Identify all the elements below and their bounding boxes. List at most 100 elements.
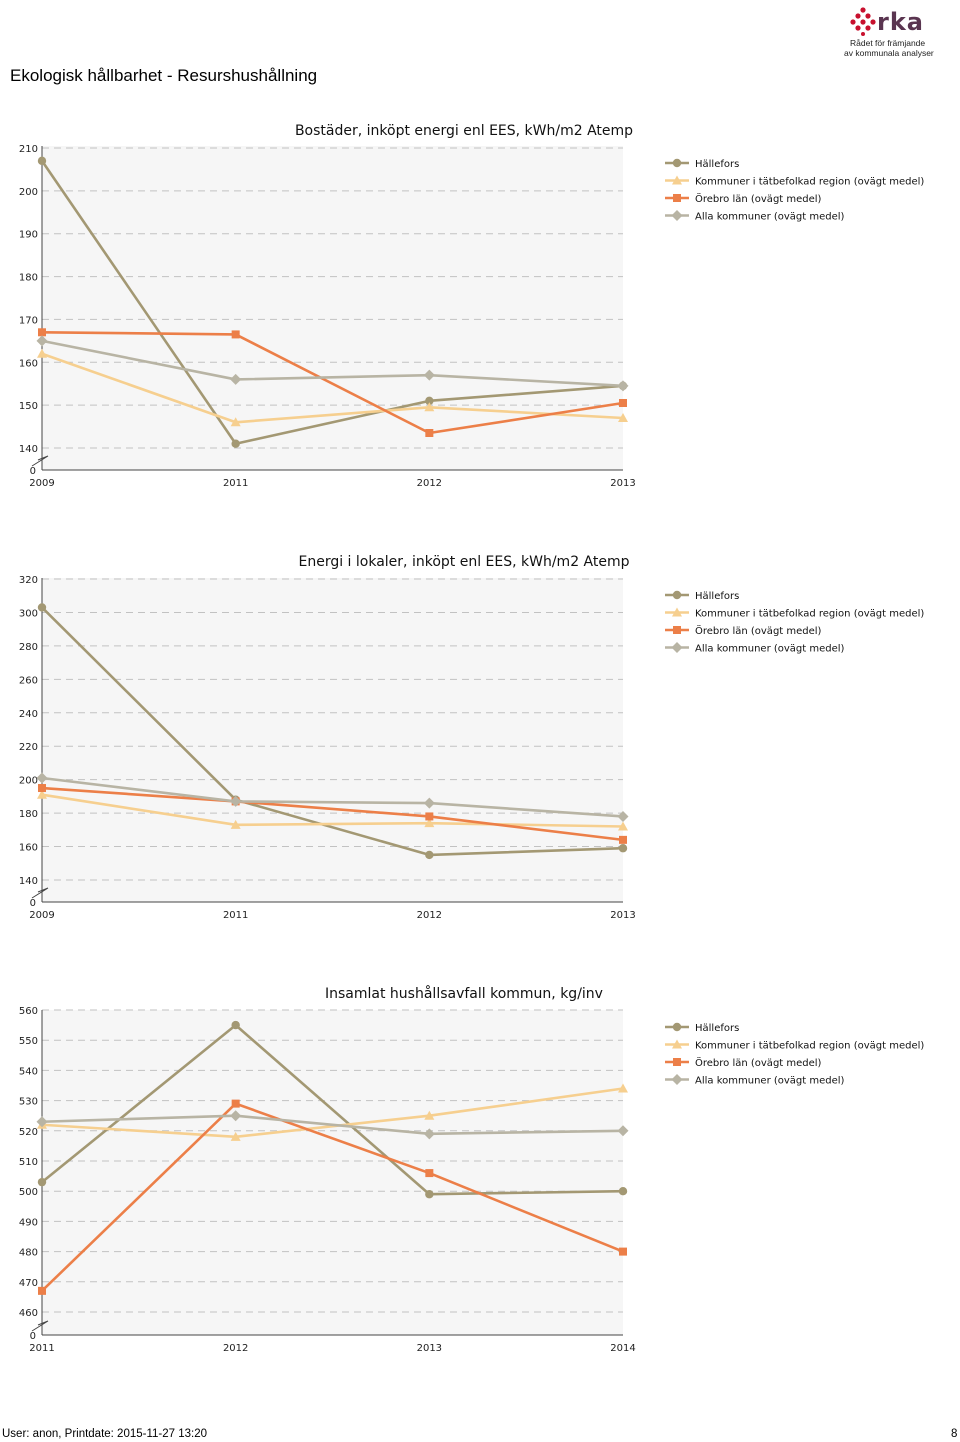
y-tick-label: 150 [19, 401, 38, 412]
x-tick-label: 2011 [29, 1343, 54, 1354]
chart-legend: Hällefors Kommuner i tätbefolkad region (… [665, 1022, 924, 1087]
y-tick-label: 190 [19, 230, 38, 241]
y-tick-label: 530 [19, 1097, 38, 1108]
series-hallefors [37, 603, 628, 860]
legend-label-tatbefolkad-region: Kommuner i tätbefolkad region (ovägt med… [695, 609, 924, 620]
data-point-hallefors [231, 1020, 240, 1030]
data-point-tatbefolkad-region [37, 789, 47, 799]
y-tick-label: 300 [19, 608, 38, 619]
data-point-hallefors [425, 850, 434, 860]
data-point-tatbefolkad-region [424, 1110, 435, 1120]
y-tick-label: 170 [19, 315, 38, 326]
data-point-tatbefolkad-region [37, 348, 47, 358]
data-point-alla-kommuner [423, 369, 435, 381]
data-point-alla-kommuner [423, 1128, 435, 1140]
series-hallefors [37, 1020, 628, 1199]
data-point-alla-kommuner [230, 795, 242, 807]
series-line-hallefors [41, 1023, 624, 1196]
data-point-orebro-lan [619, 1247, 627, 1256]
legend-marker-orebro-lan [673, 626, 681, 634]
data-point-orebro-lan [425, 1169, 434, 1178]
data-point-orebro-lan [231, 330, 240, 339]
y-tick-label: 550 [19, 1036, 38, 1047]
chart-title: Bostäder, inköpt energi enl EES, kWh/m2 … [295, 123, 633, 139]
series-line-tatbefolkad-region [41, 352, 624, 424]
legend-label-hallefors: Hällefors [695, 591, 739, 602]
y-tick-label: 200 [19, 776, 38, 787]
footer-page-number: 8 [951, 1428, 958, 1440]
plot-area [42, 578, 623, 902]
legend-marker-tatbefolkad-region [672, 607, 682, 617]
data-point-hallefors [37, 603, 47, 612]
series-tatbefolkad-region [37, 789, 628, 831]
series-line-orebro-lan [41, 330, 624, 435]
series-orebro-lan [38, 1099, 627, 1295]
data-point-alla-kommuner [617, 380, 629, 392]
logo-tagline-2: av kommunala analyser [844, 48, 934, 58]
axis-break-icon [31, 455, 49, 467]
series-alla-kommuner [36, 335, 629, 392]
data-point-alla-kommuner [230, 373, 242, 385]
page-title: Ekologisk hållbarhet - Resurshushållning [10, 66, 318, 85]
data-point-orebro-lan [38, 1286, 46, 1295]
legend-label-alla-kommuner: Alla kommuner (ovägt medel) [695, 212, 845, 223]
y-tick-label: 140 [19, 876, 38, 887]
y-tick-label: 480 [19, 1248, 38, 1259]
x-tick-label: 2013 [610, 910, 635, 921]
data-point-tatbefolkad-region [424, 818, 435, 828]
data-point-orebro-lan [619, 835, 627, 844]
legend-marker-hallefors [672, 158, 682, 168]
series-orebro-lan [38, 328, 627, 437]
x-tick-label: 2014 [610, 1343, 635, 1354]
legend-marker-tatbefolkad-region [672, 1039, 682, 1049]
data-point-alla-kommuner [230, 1110, 242, 1122]
legend-label-tatbefolkad-region: Kommuner i tätbefolkad region (ovägt med… [695, 177, 924, 188]
y-tick-label: 320 [19, 575, 38, 586]
chart-lokaler-energi: 140 160 180 200 220 240 260 280 300 320 0 2009 2011 2… [0, 544, 960, 934]
legend-label-hallefors: Hällefors [695, 159, 739, 170]
x-tick-label: 2009 [29, 478, 54, 489]
legend-label-orebro-lan: Örebro län (ovägt medel) [695, 624, 822, 637]
chart-title: Energi i lokaler, inköpt enl EES, kWh/m2… [298, 554, 629, 570]
data-point-orebro-lan [425, 429, 434, 437]
y-tick-label: 180 [19, 273, 38, 284]
data-point-hallefors [618, 1187, 628, 1196]
data-point-orebro-lan [231, 1099, 240, 1108]
series-line-alla-kommuner [41, 776, 624, 818]
y-tick-label: 500 [19, 1187, 38, 1198]
footer-user-info: User: anon, Printdate: 2015-11-27 13:20 [2, 1428, 208, 1440]
chart-title: Insamlat hushållsavfall kommun, kg/inv [325, 985, 603, 1002]
y-tick-label: 160 [19, 843, 38, 854]
chart-legend: Hällefors Kommuner i tätbefolkad region (… [665, 158, 924, 223]
data-point-alla-kommuner [36, 1116, 48, 1128]
legend-marker-hallefors [672, 590, 682, 600]
y-axis-break-label: 0 [30, 1331, 36, 1342]
series-line-hallefors [41, 606, 624, 857]
series-line-alla-kommuner [41, 339, 624, 388]
y-tick-label: 280 [19, 642, 38, 653]
data-point-hallefors [231, 439, 240, 448]
y-tick-label: 160 [19, 358, 38, 369]
data-point-alla-kommuner [617, 810, 629, 822]
y-tick-label: 520 [19, 1127, 38, 1138]
y-axis-break-label: 0 [30, 898, 36, 909]
y-tick-label: 220 [19, 742, 38, 753]
y-tick-label: 180 [19, 809, 38, 820]
series-tatbefolkad-region [37, 1083, 628, 1141]
x-tick-label: 2013 [417, 1343, 442, 1354]
series-alla-kommuner [36, 1110, 629, 1140]
rka-logo: rka Rådet för främjande av kommunala ana… [842, 4, 934, 60]
data-point-orebro-lan [38, 784, 46, 793]
data-point-hallefors [618, 844, 628, 853]
x-tick-label: 2009 [29, 910, 54, 921]
data-point-alla-kommuner [36, 335, 48, 347]
series-line-hallefors [40, 160, 624, 446]
data-point-tatbefolkad-region [618, 1083, 628, 1093]
chart-legend: Hällefors Kommuner i tätbefolkad region (… [665, 590, 924, 655]
data-point-hallefors [37, 1177, 47, 1187]
legend-marker-hallefors [672, 1022, 682, 1032]
y-tick-label: 140 [19, 444, 38, 455]
legend-marker-alla-kommuner [671, 210, 683, 221]
series-line-tatbefolkad-region [41, 1087, 624, 1139]
